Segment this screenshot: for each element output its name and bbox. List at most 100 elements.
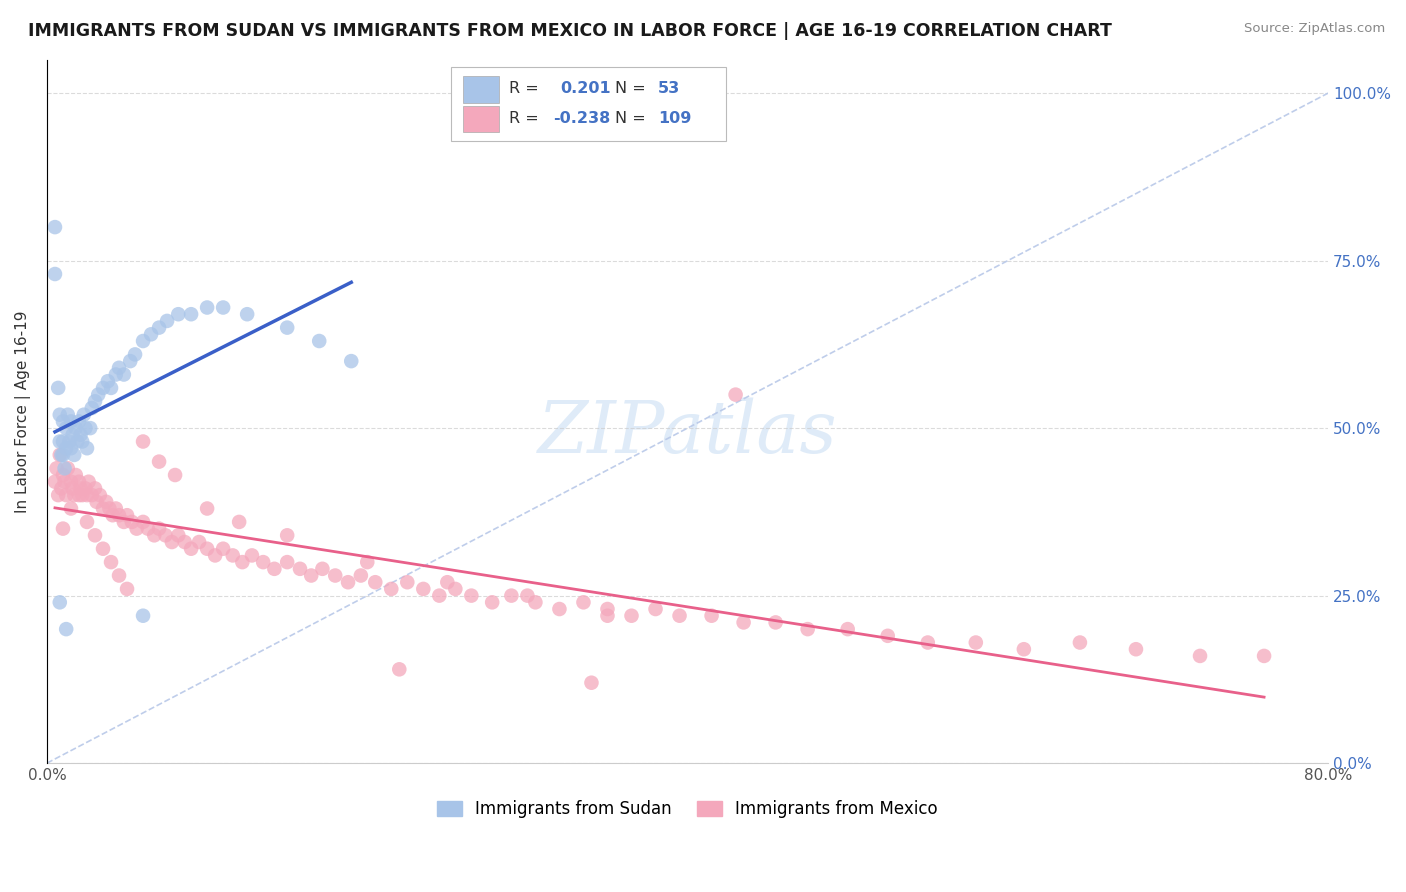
Point: [1012, 642, 1035, 657]
Point: [91, 381, 114, 395]
Point: [396, 575, 419, 590]
Point: [63, 488, 86, 502]
Point: [796, 622, 818, 636]
Point: [311, 562, 333, 576]
Point: [56, 408, 79, 422]
Point: [364, 575, 387, 590]
Point: [965, 635, 987, 649]
Point: [62, 427, 84, 442]
Point: [876, 629, 898, 643]
Point: [49, 408, 72, 422]
Point: [222, 549, 245, 563]
Point: [204, 549, 226, 563]
Point: [76, 488, 98, 502]
Point: [66, 434, 89, 449]
Point: [67, 414, 90, 428]
Text: 0.201: 0.201: [561, 81, 612, 96]
Point: [596, 602, 619, 616]
Point: [44, 475, 66, 489]
Point: [45, 461, 67, 475]
Point: [101, 508, 124, 523]
Point: [173, 535, 195, 549]
Point: [572, 595, 595, 609]
Point: [49, 595, 72, 609]
Point: [79, 421, 101, 435]
Point: [263, 562, 285, 576]
Text: R =: R =: [509, 81, 540, 96]
Point: [481, 595, 503, 609]
Point: [125, 522, 148, 536]
Point: [917, 635, 939, 649]
Point: [132, 334, 155, 348]
Point: [276, 320, 298, 334]
Point: [195, 541, 218, 556]
Point: [380, 582, 402, 596]
Point: [80, 488, 103, 502]
Point: [148, 455, 170, 469]
Point: [77, 475, 100, 489]
Point: [444, 582, 467, 596]
Point: [104, 368, 127, 382]
Point: [155, 528, 177, 542]
Point: [733, 615, 755, 630]
Point: [84, 394, 107, 409]
Point: [139, 327, 162, 342]
Point: [73, 408, 96, 422]
Point: [51, 448, 73, 462]
Y-axis label: In Labor Force | Age 16-19: In Labor Force | Age 16-19: [15, 310, 31, 513]
Point: [120, 354, 142, 368]
Point: [236, 307, 259, 321]
Point: [356, 555, 378, 569]
Text: ZIPatlas: ZIPatlas: [537, 397, 838, 467]
Point: [84, 528, 107, 542]
Point: [49, 448, 72, 462]
Point: [143, 528, 166, 542]
Point: [548, 602, 571, 616]
Point: [596, 608, 619, 623]
Point: [252, 555, 274, 569]
Point: [1069, 635, 1091, 649]
Point: [65, 468, 87, 483]
Point: [620, 608, 643, 623]
Point: [148, 522, 170, 536]
Point: [75, 421, 97, 435]
Point: [53, 461, 76, 475]
Point: [55, 441, 77, 455]
Point: [132, 608, 155, 623]
Point: [156, 314, 179, 328]
Point: [91, 541, 114, 556]
Point: [167, 307, 190, 321]
Point: [52, 434, 75, 449]
FancyBboxPatch shape: [464, 76, 499, 103]
Point: [62, 482, 84, 496]
Point: [89, 488, 111, 502]
Point: [195, 301, 218, 315]
Point: [276, 555, 298, 569]
Point: [288, 562, 311, 576]
Point: [180, 307, 202, 321]
Point: [668, 608, 690, 623]
Point: [195, 501, 218, 516]
Point: [148, 320, 170, 334]
Text: N =: N =: [614, 81, 645, 96]
Point: [70, 488, 93, 502]
Point: [80, 401, 103, 415]
Point: [96, 495, 118, 509]
Text: IMMIGRANTS FROM SUDAN VS IMMIGRANTS FROM MEXICO IN LABOR FORCE | AGE 16-19 CORRE: IMMIGRANTS FROM SUDAN VS IMMIGRANTS FROM…: [28, 22, 1112, 40]
Point: [180, 541, 202, 556]
Point: [1125, 642, 1147, 657]
Point: [240, 549, 263, 563]
Text: R =: R =: [509, 111, 540, 126]
Point: [44, 220, 66, 235]
Point: [59, 501, 82, 516]
Point: [44, 267, 66, 281]
Point: [65, 421, 87, 435]
Text: Source: ZipAtlas.com: Source: ZipAtlas.com: [1244, 22, 1385, 36]
Point: [501, 589, 523, 603]
Legend: Immigrants from Sudan, Immigrants from Mexico: Immigrants from Sudan, Immigrants from M…: [430, 794, 945, 825]
Point: [59, 441, 82, 455]
Point: [98, 501, 121, 516]
Point: [87, 387, 110, 401]
Point: [516, 589, 538, 603]
Point: [581, 675, 603, 690]
